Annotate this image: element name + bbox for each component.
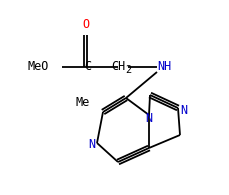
Text: N: N [180,104,188,116]
Text: N: N [88,137,95,151]
Text: NH: NH [157,59,171,73]
Text: O: O [82,19,90,32]
Text: N: N [145,112,153,124]
Text: C: C [85,59,92,73]
Text: MeO: MeO [27,60,49,74]
Text: CH: CH [111,59,125,73]
Text: Me: Me [76,97,90,110]
Text: 2: 2 [125,65,131,75]
